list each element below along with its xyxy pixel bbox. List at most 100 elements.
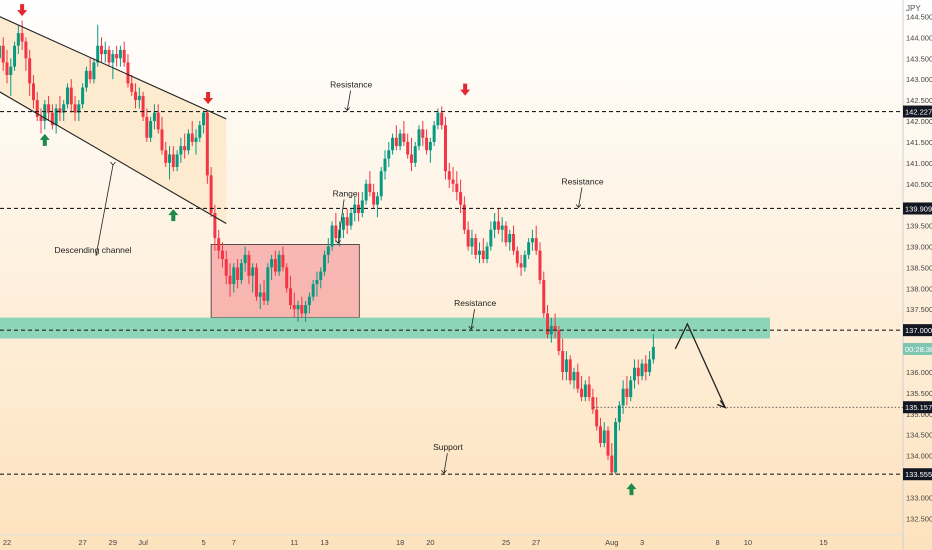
y-tick-label: 137.500 <box>906 305 932 314</box>
resistance-zone <box>0 317 770 339</box>
candle-body <box>315 279 319 285</box>
candle-body <box>538 250 542 280</box>
current-price-box <box>903 342 932 355</box>
candle-body <box>96 45 100 63</box>
candle-body <box>493 221 497 230</box>
candle-body <box>391 137 395 151</box>
candle-body <box>103 49 107 55</box>
channel-lower-line <box>0 91 227 224</box>
candle-body <box>171 154 175 168</box>
candle-body <box>436 112 440 126</box>
channel-label: Descending channel <box>54 245 131 255</box>
candle-body <box>413 146 417 163</box>
candle-body <box>296 305 300 310</box>
x-tick-label: 27 <box>78 538 86 547</box>
candle-body <box>160 129 164 151</box>
candle-body <box>372 192 376 205</box>
current-price-text: 00:28:38 <box>905 345 932 354</box>
candle-body <box>478 250 481 255</box>
candle-body <box>43 104 47 122</box>
candle-body <box>406 141 410 155</box>
candle-body <box>88 70 92 80</box>
x-tick-label: Aug <box>605 538 618 547</box>
candle-body <box>47 104 51 113</box>
candle-body <box>141 95 145 117</box>
candle-body <box>648 359 652 372</box>
projection-path <box>674 322 726 408</box>
y-tick-label: 132.500 <box>906 514 932 523</box>
price-label-box <box>903 202 932 215</box>
candle-body <box>489 229 493 247</box>
candle-body <box>100 45 103 55</box>
level-label-2: Resistance <box>562 176 604 186</box>
price-label-text: 137.000 <box>905 326 932 335</box>
candle-body <box>455 183 459 193</box>
candle-body <box>175 154 179 168</box>
level-label-1-pointer <box>346 90 351 111</box>
candle-body <box>251 267 255 276</box>
candle-body <box>527 242 531 255</box>
y-tick-label: 142.500 <box>906 96 932 105</box>
candle-body <box>595 409 599 427</box>
x-tick-label: 5 <box>201 538 205 547</box>
up-arrow-icon <box>168 209 179 222</box>
candle-body <box>202 112 206 126</box>
candle-body <box>281 254 285 268</box>
candle-body <box>304 305 308 314</box>
candle-body <box>16 33 20 46</box>
candle-body <box>236 267 240 280</box>
candle-body <box>602 430 606 444</box>
x-tick-label: 27 <box>532 538 540 547</box>
range-label: Range <box>333 188 358 198</box>
price-label-box <box>903 105 932 118</box>
candle-body <box>549 325 553 335</box>
candle-body <box>300 305 304 314</box>
candle-body <box>190 133 194 142</box>
y-tick-label: 143.500 <box>906 54 932 63</box>
candle-body <box>542 279 546 314</box>
candle-body <box>610 455 614 473</box>
candle-body <box>334 225 338 239</box>
price-label-box <box>903 324 932 337</box>
candle-body <box>364 183 368 201</box>
price-label-box <box>903 401 932 414</box>
y-tick-label: 141.500 <box>906 138 932 147</box>
candle-body <box>273 259 277 272</box>
candle-body <box>326 246 330 255</box>
candle-body <box>92 62 96 80</box>
level-label-4-pointer <box>443 453 448 474</box>
candle-body <box>466 229 470 247</box>
candle-body <box>152 112 156 122</box>
candle-body <box>69 87 73 105</box>
candle-body <box>84 70 88 88</box>
price-label-text: 133.555 <box>905 470 932 479</box>
level-label-3-pointer <box>470 309 475 330</box>
candle-body <box>421 129 425 138</box>
candle-body <box>118 49 122 59</box>
y-tick-label: 141.000 <box>906 159 932 168</box>
y-tick-label: 143.000 <box>906 75 932 84</box>
y-tick-label: 144.000 <box>906 33 932 42</box>
candle-body <box>485 246 489 260</box>
candle-body <box>621 388 625 406</box>
candle-body <box>0 45 1 59</box>
y-tick-label: 134.000 <box>906 452 932 461</box>
candle-body <box>402 133 406 142</box>
candle-body <box>447 171 451 180</box>
candle-body <box>576 371 580 389</box>
price-label-text: 139.909 <box>905 204 932 213</box>
y-tick-label: 144.500 <box>906 12 932 21</box>
candle-body <box>523 254 527 268</box>
candle-body <box>617 405 621 423</box>
candle-body <box>28 58 32 84</box>
candle-body <box>462 204 466 230</box>
candle-body <box>387 150 391 159</box>
candle-body <box>205 112 209 176</box>
level-label-3-arrowhead <box>468 325 474 330</box>
candle-body <box>289 288 292 306</box>
candle-body <box>512 233 516 251</box>
candle-body <box>5 62 9 76</box>
x-tick-label: 15 <box>819 538 827 547</box>
candle-body <box>398 133 402 147</box>
